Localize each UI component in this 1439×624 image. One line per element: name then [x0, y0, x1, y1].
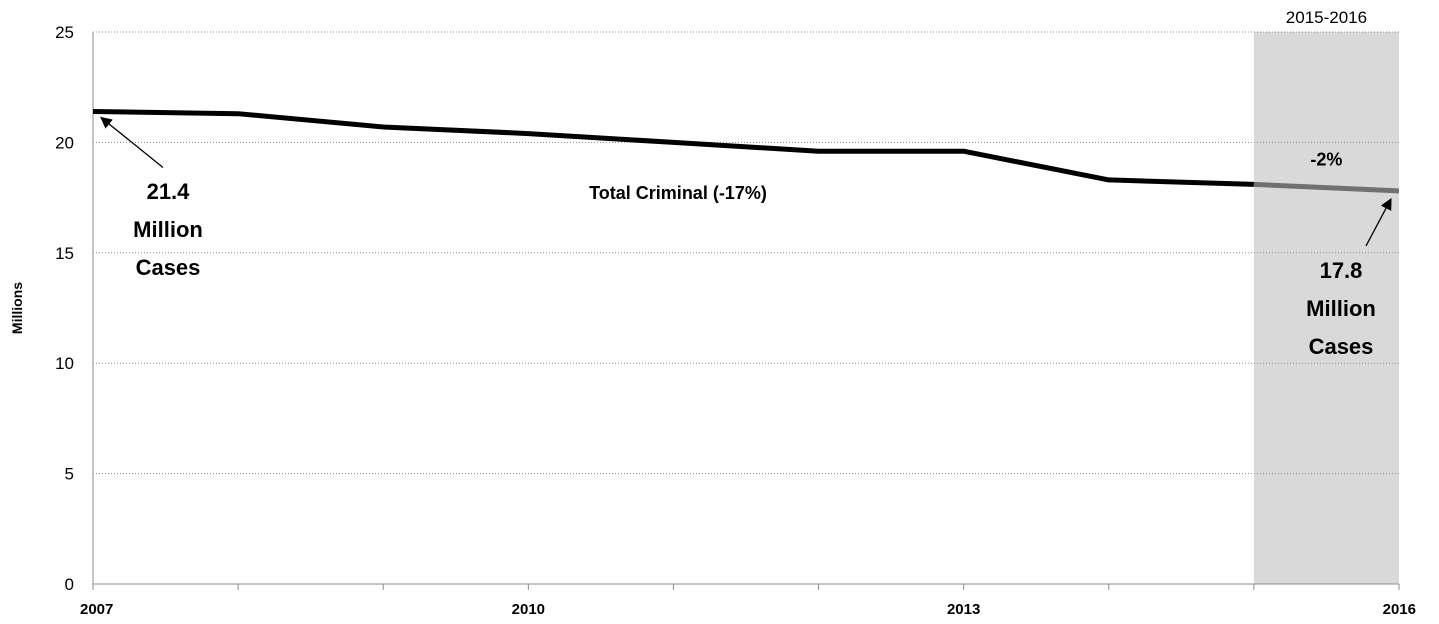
y-tick-label: 0	[65, 575, 74, 594]
annotation-start-value: 21.4 Million Cases	[133, 179, 203, 280]
annotation-arrow-end	[1365, 197, 1392, 247]
y-tick-label: 25	[55, 23, 74, 42]
y-tick-label: 15	[55, 244, 74, 263]
series-name-label: Total Criminal (-17%)	[589, 183, 767, 203]
series-line-segment-2015-2016	[1253, 181, 1400, 194]
annotation-arrow-start	[100, 116, 164, 168]
annotation-end-line: Million	[1306, 296, 1376, 321]
annotation-end-line: Cases	[1309, 334, 1374, 359]
y-axis-label: Millions	[9, 282, 25, 334]
x-tick-label: 2016	[1383, 601, 1416, 618]
annotation-start-line: Million	[133, 217, 203, 242]
annotation-start-line: 21.4	[147, 179, 191, 204]
x-tick-label: 2007	[80, 601, 113, 618]
shaded-change-label: -2%	[1310, 150, 1342, 170]
y-tick-label: 10	[55, 354, 74, 373]
x-tick-label: 2013	[947, 601, 980, 618]
series-line-total-criminal	[92, 108, 1254, 187]
annotation-end-line: 17.8	[1320, 258, 1363, 283]
y-tick-label: 20	[55, 133, 74, 152]
annotation-start-line: Cases	[136, 255, 201, 280]
annotation-end-value: 17.8 Million Cases	[1306, 258, 1376, 359]
shaded-region-label: 2015-2016	[1286, 8, 1367, 27]
x-tick-label: 2010	[512, 601, 545, 618]
y-tick-label: 5	[65, 465, 74, 484]
shaded-region	[1253, 32, 1399, 584]
